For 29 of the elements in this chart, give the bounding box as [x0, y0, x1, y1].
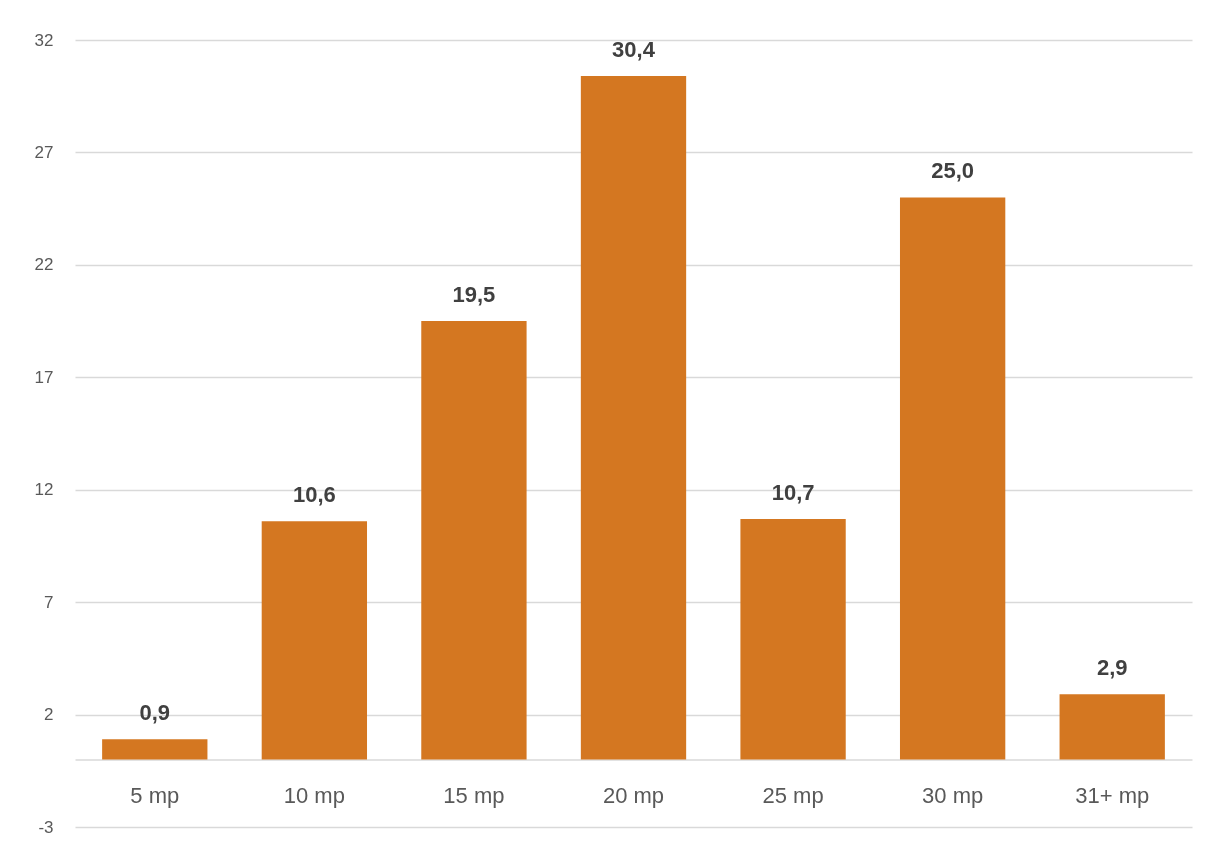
x-tick-label: 25 mp [762, 783, 824, 809]
bar [1059, 694, 1165, 760]
data-label: 10,7 [771, 479, 815, 505]
x-tick-label: 5 mp [130, 783, 180, 809]
y-tick-label: 22 [34, 255, 54, 275]
y-tick-label: 32 [34, 30, 54, 50]
x-tick-label: 15 mp [443, 783, 505, 809]
y-tick-label: 27 [34, 142, 54, 162]
data-label: 30,4 [612, 36, 656, 62]
y-tick-label: 7 [44, 592, 54, 612]
y-tick-label: 12 [34, 480, 54, 500]
data-label: 19,5 [452, 282, 496, 308]
data-label: 2,9 [1096, 655, 1128, 681]
data-label: 25,0 [931, 158, 975, 184]
x-tick-label: 31+ mp [1075, 783, 1150, 809]
x-tick-label: 30 mp [922, 783, 984, 809]
y-tick-label: -3 [38, 817, 54, 837]
bar [740, 518, 846, 760]
bar [261, 521, 368, 760]
bar [899, 197, 1006, 760]
bar [580, 75, 687, 760]
bar [102, 739, 208, 760]
data-label: 10,6 [292, 482, 336, 508]
x-tick-label: 10 mp [283, 783, 345, 809]
y-tick-label: 17 [34, 367, 54, 387]
bar [421, 321, 527, 760]
data-label: 0,9 [139, 700, 171, 726]
y-tick-label: 2 [44, 705, 54, 725]
x-tick-label: 20 mp [602, 783, 665, 809]
